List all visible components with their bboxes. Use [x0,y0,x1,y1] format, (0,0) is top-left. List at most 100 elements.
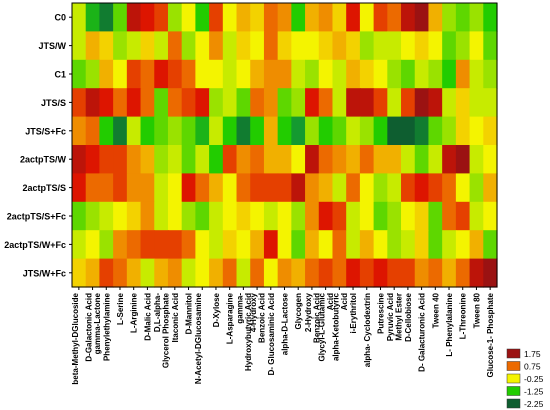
heatmap-cell [85,145,101,174]
heatmap-cell [469,59,484,89]
heatmap-cell [99,173,114,203]
heatmap-cell [305,230,320,260]
heatmap-cell [291,201,306,231]
heatmap-cell [414,116,430,146]
legend-swatch [506,398,521,409]
heatmap-cell [277,31,292,61]
heatmap-cell [455,173,471,203]
heatmap-cell [250,116,265,146]
heatmap-cell [401,116,416,146]
heatmap-cell [346,88,361,118]
heatmap-cell [332,31,347,61]
heatmap-cell [277,116,292,146]
heatmap-cell [318,116,334,146]
heatmap-cell [318,258,334,288]
row-label: C0 [54,13,66,23]
svg-text:Pyruvic AcidMethyl Ester: Pyruvic AcidMethyl Ester [386,293,404,341]
heatmap-cell [72,59,87,89]
heatmap-cell [401,145,416,174]
row-label: 2actpTS/W [20,155,67,165]
svg-text:2-HydroxyBenzoic Acid: 2-HydroxyBenzoic Acid [304,292,322,342]
column-label: D-Malic Acid [143,293,152,341]
heatmap-cell [181,3,196,32]
heatmap-cell [469,258,484,288]
heatmap-cell [154,173,169,203]
svg-text:Tween 40: Tween 40 [431,292,440,328]
column-label: D-Galactonic Acidgamma-Lactone [85,292,103,361]
heatmap-cell [387,173,402,203]
heatmap-cell [209,145,224,174]
heatmap-cell [167,230,183,260]
heatmap-cell [126,145,142,174]
heatmap-cell [209,173,224,203]
heatmap-cell [113,3,128,32]
heatmap-cell [469,116,484,146]
column-label: D- Galacturonic Acid [418,293,427,372]
heatmap-cell [99,59,114,89]
heatmap-cell [126,59,142,89]
heatmap-cell [332,145,347,174]
heatmap-cell [455,116,471,146]
heatmap-cell [113,116,128,146]
heatmap-cell [291,258,306,288]
heatmap-cell [442,258,457,288]
column-label: L-Arginine [130,292,139,333]
heatmap-cell [387,230,402,260]
heatmap-cell [209,88,224,118]
heatmap-cell [154,201,169,231]
heatmap-cell [113,31,128,61]
heatmap-cell [373,59,388,89]
legend-swatch [506,361,521,371]
heatmap-cell [236,88,251,118]
heatmap-cell [154,230,169,260]
heatmap-cell [318,230,334,260]
heatmap-cell [72,230,87,260]
heatmap-cell [318,88,334,118]
heatmap-cell [263,258,279,288]
heatmap-cell [483,201,498,231]
heatmap-cell [442,173,457,203]
heatmap-cell [113,88,128,118]
svg-text:L-Threonine: L-Threonine [459,292,468,339]
heatmap-cell [414,3,430,32]
heatmap-cell [291,31,306,61]
heatmap-cell [414,31,430,61]
column-labels: beta-Methyl-DGlucoside D-Galactonic Acidg… [71,287,495,385]
heatmap-cell [126,258,142,288]
heatmap-cell [250,258,265,288]
heatmap-cell [72,173,87,203]
heatmap-cell [72,201,87,231]
heatmap-cell [126,116,142,146]
heatmap-cell [126,201,142,231]
heatmap-cell [85,88,101,118]
svg-text:D- Galacturonic Acid: D- Galacturonic Acid [418,293,427,372]
heatmap-cell [140,258,155,288]
heatmap-cell [483,258,498,288]
heatmap-cell [373,173,388,203]
heatmap-cell [442,59,457,89]
heatmap-cell [140,88,155,118]
heatmap-cell [401,88,416,118]
heatmap-cell [359,116,375,146]
heatmap-cell [250,145,265,174]
column-label: D- Glucosaminic Acid [267,293,276,376]
heatmap-cell [305,173,320,203]
column-label: Glycogen [294,293,303,330]
heatmap-cell [455,59,471,89]
column-label: 4-HydroxyBenzoic Acid [249,292,267,342]
heatmap-cell [428,59,443,89]
heatmap-cell [85,3,101,32]
column-label: Putrescine [376,292,385,333]
heatmap-cell [305,59,320,89]
heatmap-cell [346,258,361,288]
heatmap-cell [291,59,306,89]
heatmap-cell [250,31,265,61]
heatmap-cell [401,201,416,231]
legend-swatch [506,348,521,359]
heatmap-cell [209,116,224,146]
heatmap-cell [373,258,388,288]
heatmap-cell [291,3,306,32]
svg-text:D-Cellobiose: D-Cellobiose [404,292,413,341]
heatmap-cell [99,31,114,61]
heatmap-cell [263,145,279,174]
